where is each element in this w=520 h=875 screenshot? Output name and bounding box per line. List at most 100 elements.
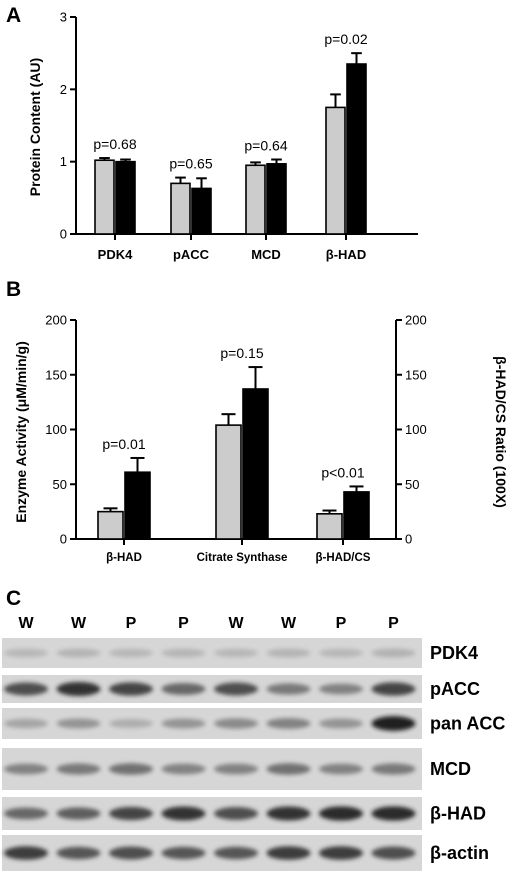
category-label: pACC: [173, 247, 210, 262]
blot-band: [109, 718, 153, 729]
panel-c-label: C: [6, 587, 21, 610]
blot-band: [109, 846, 153, 860]
blot-band: [109, 648, 153, 658]
blot-band: [214, 648, 258, 658]
blot-band: [371, 716, 416, 731]
bar: [97, 510, 124, 540]
panel-a: A Protein Content (AU) 0 1 2 3 p=0.68 PDK4 p=0…: [6, 4, 418, 262]
right-tick-label: 50: [405, 477, 419, 492]
bar: [316, 513, 343, 540]
lane-label: P: [336, 615, 347, 632]
right-tick-label: 200: [405, 313, 427, 328]
blot-band: [266, 806, 311, 821]
p-value-label: p=0.15: [220, 345, 263, 361]
panel-b: B Enzyme Activity (μM/min/g) β-HAD/CS Ra…: [6, 278, 509, 564]
y-tick-label: 3: [60, 10, 67, 25]
blot-band: [371, 846, 416, 860]
blot-band: [214, 807, 258, 820]
bar: [170, 182, 191, 235]
bar: [245, 164, 266, 235]
blot-band: [371, 806, 416, 821]
blot-band: [161, 648, 206, 658]
blot-band: [266, 763, 311, 775]
blot-band: [319, 763, 363, 775]
blot-band: [266, 683, 311, 695]
blot-band: [266, 718, 311, 729]
blot-band: [56, 846, 101, 860]
p-value-label: p=0.68: [93, 136, 136, 152]
bar: [343, 491, 370, 540]
p-value-label: p=0.02: [324, 31, 367, 47]
right-tick-label: 100: [405, 422, 427, 437]
blot-band: [4, 807, 48, 820]
panel-a-label: A: [6, 4, 21, 27]
blot-band: [371, 648, 416, 658]
bar: [325, 106, 346, 235]
lane-label: P: [126, 615, 137, 632]
blot-band: [109, 763, 153, 775]
lane-label: P: [388, 615, 399, 632]
blot-band: [109, 806, 153, 821]
bar: [124, 471, 151, 540]
blot-band: [4, 718, 48, 729]
p-value-label: p=0.01: [102, 436, 145, 452]
blot-band: [319, 683, 363, 695]
lane-label: W: [228, 615, 244, 632]
bar: [115, 160, 136, 235]
y-tick-label: 2: [60, 82, 67, 97]
panel-a-chart: 0 1 2 3 p=0.68 PDK4 p=0.65 pACC p=0.64 MCD p=0.02 β…: [60, 10, 418, 262]
category-label: β-HAD/CS: [316, 552, 371, 564]
panel-c: C W W P P W W P P PDK4 pACC pan ACC MCD β-HAD β-actin: [2, 587, 505, 871]
bar: [346, 63, 367, 235]
protein-label: β-actin: [430, 843, 489, 863]
blot-band: [214, 763, 258, 775]
protein-label: β-HAD: [430, 804, 486, 824]
lane-label: W: [18, 615, 34, 632]
protein-label: pan ACC: [430, 714, 505, 734]
category-label: β-HAD: [106, 552, 142, 564]
lane-label: P: [178, 615, 189, 632]
y-tick-label: 200: [45, 313, 67, 328]
right-tick-label: 150: [405, 367, 427, 382]
blot-band: [4, 846, 48, 860]
blot-band: [161, 806, 206, 821]
y-tick-label: 100: [45, 422, 67, 437]
blot-band: [266, 846, 311, 860]
blot-band: [319, 806, 363, 821]
blot-band: [214, 718, 258, 729]
blot-band: [56, 718, 101, 729]
blot-band: [109, 682, 153, 696]
blot-band: [56, 682, 101, 696]
p-value-label: p<0.01: [321, 464, 364, 480]
blot-band: [214, 846, 258, 860]
blot-band: [161, 683, 206, 695]
y-tick-label: 1: [60, 154, 67, 169]
panel-a-y-axis-title: Protein Content (AU): [27, 58, 43, 196]
blot-band: [266, 648, 311, 658]
lane-label: W: [71, 615, 87, 632]
y-tick-label: 150: [45, 367, 67, 382]
panel-b-y-axis-title: Enzyme Activity (μM/min/g): [13, 341, 29, 523]
blot-band: [371, 682, 416, 696]
blot-band: [319, 718, 363, 729]
category-label: MCD: [251, 247, 281, 262]
protein-label: PDK4: [430, 643, 478, 663]
lane-label: W: [281, 615, 297, 632]
y-tick-label: 0: [60, 227, 67, 242]
blot-band: [4, 763, 48, 775]
blot-band: [161, 763, 206, 775]
y-tick-label: 0: [60, 532, 67, 547]
blot-band: [319, 648, 363, 658]
panel-b-chart: 0 50 100 150 200 0 50 100 150 200 p=0.01 β-HAD p=0.1…: [45, 313, 426, 565]
y-tick-label: 50: [53, 477, 67, 492]
blot-band: [56, 807, 101, 820]
bar: [191, 187, 212, 235]
bar: [266, 163, 287, 235]
blot-band: [371, 763, 416, 775]
category-label: β-HAD: [326, 247, 366, 262]
western-blot: W W P P W W P P PDK4 pACC pan ACC MCD β-HAD β-actin: [2, 615, 505, 871]
protein-label: MCD: [430, 759, 471, 779]
protein-label: pACC: [430, 679, 480, 699]
blot-band: [161, 846, 206, 860]
